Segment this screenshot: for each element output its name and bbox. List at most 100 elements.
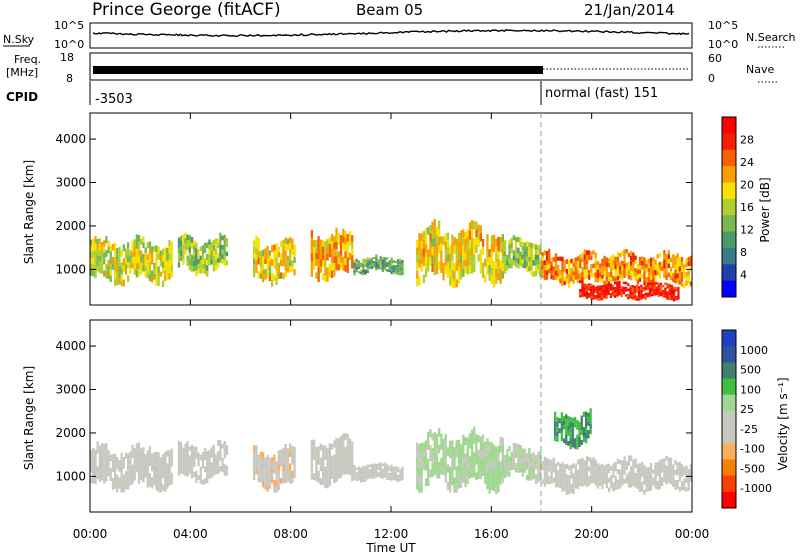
echo-cell (652, 469, 655, 474)
echo-cell (157, 465, 160, 473)
echo-cell (543, 260, 546, 266)
echo-cell (589, 413, 592, 419)
echo-cell (585, 255, 589, 260)
echo-cell (351, 461, 354, 468)
echo-cell (268, 473, 272, 479)
echo-cell (492, 483, 496, 492)
echo-cell (362, 468, 365, 472)
echo-cell (435, 258, 439, 267)
echo-cell (687, 270, 690, 276)
echo-cell (96, 266, 99, 272)
echo-cell (644, 285, 647, 288)
echo-cell (653, 282, 656, 285)
echo-cell (420, 233, 423, 242)
echo-cell (627, 274, 631, 280)
echo-cell (565, 484, 569, 490)
echo-cell (666, 294, 669, 297)
echo-cell (677, 295, 680, 298)
echo-cell (457, 249, 461, 259)
echo-cell (201, 259, 205, 264)
echo-cell (506, 471, 509, 477)
echo-cell (552, 270, 555, 276)
echo-cell (517, 463, 520, 468)
echo-cell (388, 264, 391, 268)
echo-cell (155, 464, 158, 471)
echo-cell (526, 251, 529, 257)
echo-cell (326, 274, 329, 282)
echo-cell (598, 295, 602, 299)
echo-cell (539, 475, 542, 481)
echo-cell (268, 255, 272, 261)
echo-cell (600, 295, 604, 298)
echo-cell (388, 262, 391, 265)
echo-cell (568, 489, 571, 495)
echo-cell (262, 469, 265, 476)
echo-cell (462, 229, 465, 238)
echo-cell (574, 416, 577, 423)
echo-cell (383, 475, 387, 478)
echo-cell (109, 269, 112, 276)
echo-cell (587, 417, 590, 422)
echo-cell (638, 295, 641, 299)
echo-cell (440, 433, 443, 442)
echo-cell (433, 265, 436, 276)
echo-cell (144, 247, 147, 254)
echo-cell (616, 256, 620, 262)
echo-cell (328, 263, 331, 271)
echo-cell (537, 472, 540, 478)
echo-cell (466, 251, 469, 260)
echo-cell (625, 271, 628, 276)
echo-cell (118, 272, 121, 279)
echo-cell (457, 447, 461, 456)
echo-cell (116, 462, 119, 469)
echo-cell (656, 462, 659, 467)
echo-cell (190, 444, 194, 451)
echo-cell (427, 440, 430, 450)
echo-cell (204, 242, 207, 248)
echo-cell (362, 261, 365, 265)
echo-cell (457, 258, 461, 267)
echo-cell (310, 230, 313, 238)
echo-cell (616, 261, 620, 267)
echo-cell (528, 458, 531, 465)
echo-cell (468, 441, 472, 449)
echo-cell (107, 266, 110, 273)
echo-cell (503, 464, 507, 469)
echo-cell (383, 266, 387, 269)
echo-cell (286, 448, 289, 455)
echo-cell (375, 262, 378, 266)
echo-cell (610, 479, 613, 485)
echo-cell (663, 463, 666, 468)
echo-cell (353, 265, 356, 268)
echo-cell (557, 268, 560, 273)
echo-cell (645, 475, 648, 480)
echo-cell (357, 271, 360, 274)
echo-cell (193, 456, 196, 462)
echo-cell (630, 275, 633, 281)
echo-cell (521, 458, 524, 463)
echo-cell (328, 243, 331, 251)
echo-cell (359, 265, 363, 268)
echo-cell (490, 235, 493, 244)
echo-cell (268, 276, 272, 282)
echo-cell (357, 267, 360, 270)
echo-cell (357, 260, 360, 263)
echo-cell (636, 480, 639, 485)
echo-cell (264, 470, 267, 477)
echo-cell (471, 445, 474, 454)
echo-cell (170, 454, 173, 461)
echo-cell (571, 417, 574, 423)
echo-cell (337, 458, 340, 466)
echo-cell (616, 275, 620, 281)
echo-cell (131, 262, 134, 269)
echo-cell (335, 256, 338, 264)
echo-cell (416, 270, 419, 279)
echo-cell (217, 238, 220, 244)
echo-cell (333, 263, 336, 270)
echo-cell (197, 461, 200, 467)
echo-cell (133, 256, 136, 263)
echo-cell (100, 261, 104, 268)
echo-cell (625, 262, 628, 267)
echo-cell (638, 265, 642, 270)
echo-cell (105, 455, 108, 463)
